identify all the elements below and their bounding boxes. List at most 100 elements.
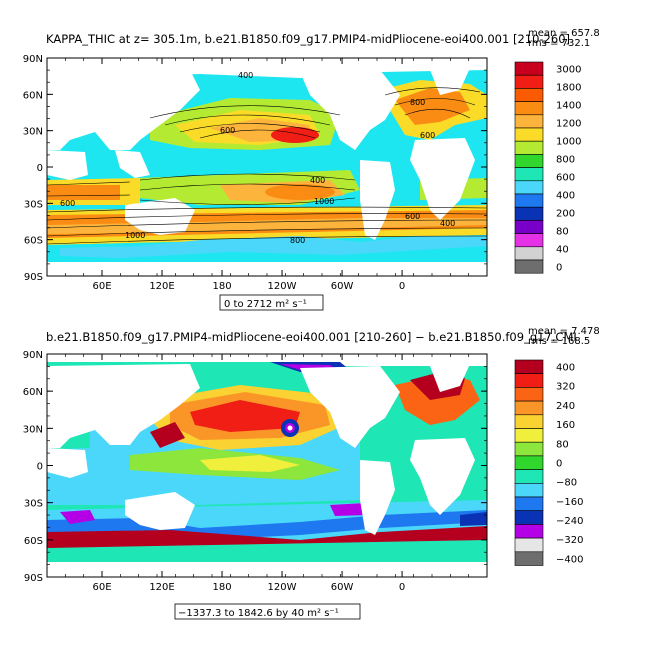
y-tick-label: 30S — [24, 499, 43, 510]
colorbar-label: −320 — [556, 535, 583, 546]
y-tick-label: 0 — [37, 462, 43, 473]
panel-1: KAPPA_THIC at z= 305.1m, b.e21.B1850.f09… — [23, 28, 600, 311]
colorbar-swatch — [514, 114, 544, 129]
x-tick-label: 60E — [92, 582, 111, 593]
colorbar-label: 80 — [556, 439, 569, 450]
panel-2: b.e21.B1850.f09_g17.PMIP4-midPliocene-eo… — [23, 326, 600, 620]
contour-label: 600 — [60, 199, 75, 208]
colorbar-swatch — [514, 537, 544, 553]
y-tick-label: 30N — [23, 127, 43, 138]
panel-1-range-label: 0 to 2712 m² s⁻¹ — [224, 299, 307, 310]
colorbar-swatch — [514, 441, 544, 457]
panel-1-contours — [47, 87, 487, 245]
colorbar-label: 1800 — [556, 82, 581, 93]
panel-1-axes: 60E 120E 180 120W 60W 0 90N 60N 30N 0 30S 60S 90S — [23, 54, 488, 292]
contour-label: 600 — [405, 212, 420, 221]
y-tick-label: 60N — [23, 90, 43, 101]
panel-1-map — [47, 58, 487, 276]
colorbar-swatch — [514, 259, 544, 274]
panel-2-map — [47, 354, 487, 577]
colorbar-swatch — [514, 140, 544, 155]
y-tick-label: 60S — [24, 536, 43, 547]
colorbar-swatch — [514, 88, 544, 102]
colorbar-swatch — [514, 482, 544, 498]
colorbar-swatch — [514, 167, 544, 182]
colorbar-label: 0 — [556, 458, 562, 469]
contour-label: 1000 — [314, 197, 334, 206]
x-tick-label: 120W — [268, 582, 297, 593]
colorbar-label: 200 — [556, 208, 575, 219]
colorbar-label: 1400 — [556, 100, 581, 111]
colorbar-swatch — [514, 551, 544, 566]
panel-1-contour-labels: 400 600 800 600 400 1000 600 1000 800 60… — [60, 71, 455, 245]
x-tick-label: 0 — [399, 281, 405, 292]
x-tick-label: 120E — [149, 281, 174, 292]
colorbar-label: 0 — [556, 262, 562, 273]
colorbar-swatch — [514, 127, 544, 142]
colorbar-label: −160 — [556, 497, 583, 508]
contour-label: 1000 — [125, 231, 145, 240]
x-tick-label: 180 — [212, 281, 231, 292]
panel-1-mean: mean = 657.8 — [528, 28, 600, 39]
colorbar-swatch — [514, 359, 544, 374]
colorbar-swatch — [514, 400, 544, 416]
contour-label: 800 — [410, 98, 425, 107]
colorbar-label: −400 — [556, 554, 583, 565]
panel-2-mean: mean = 7.478 — [528, 326, 600, 337]
contour-label: 400 — [440, 219, 455, 228]
colorbar-swatch — [514, 206, 544, 221]
y-tick-label: 60S — [24, 236, 43, 247]
contour-label: 400 — [310, 176, 325, 185]
y-tick-label: 90N — [23, 350, 43, 361]
colorbar-label: 1000 — [556, 136, 581, 147]
colorbar-label: −240 — [556, 516, 583, 527]
x-tick-label: 120W — [268, 281, 297, 292]
panel-2-title: b.e21.B1850.f09_g17.PMIP4-midPliocene-eo… — [46, 330, 577, 344]
panel-1-rms: rms = 732.1 — [528, 38, 590, 49]
x-tick-label: 60E — [92, 281, 111, 292]
contour-label: 400 — [238, 71, 253, 80]
colorbar-label: 320 — [556, 382, 575, 393]
x-tick-label: 180 — [212, 582, 231, 593]
panel-2-rms: rms = 168.5 — [528, 336, 590, 347]
colorbar-swatch — [514, 428, 544, 443]
colorbar-swatch — [514, 246, 544, 261]
y-tick-label: 60N — [23, 387, 43, 398]
colorbar-label: 400 — [556, 363, 575, 374]
y-tick-label: 90N — [23, 54, 43, 65]
y-tick-label: 90S — [24, 573, 43, 584]
colorbar-swatch — [514, 61, 544, 76]
panel-2-colorbar: 400 320 240 160 80 0 −80 −160 −240 −320 −400 — [514, 359, 583, 566]
contour-label: 600 — [220, 126, 235, 135]
colorbar-swatch — [514, 414, 544, 429]
colorbar-swatch — [514, 154, 544, 168]
colorbar-label: 800 — [556, 154, 575, 165]
contour-label: 800 — [290, 236, 305, 245]
contour-label: 600 — [420, 131, 435, 140]
colorbar-swatch — [514, 496, 544, 511]
colorbar-label: 80 — [556, 226, 569, 237]
colorbar-swatch — [514, 74, 544, 89]
colorbar-swatch — [514, 387, 544, 402]
colorbar-swatch — [514, 524, 544, 539]
colorbar-label: −80 — [556, 478, 577, 489]
panel-1-title: KAPPA_THIC at z= 305.1m, b.e21.B1850.f09… — [46, 32, 570, 46]
colorbar-label: 40 — [556, 244, 569, 255]
y-tick-label: 30N — [23, 424, 43, 435]
colorbar-swatch — [514, 510, 544, 525]
panel-1-range-box: 0 to 2712 m² s⁻¹ — [219, 294, 324, 311]
x-tick-label: 60W — [331, 281, 354, 292]
x-tick-label: 120E — [149, 582, 174, 593]
y-tick-label: 30S — [24, 199, 43, 210]
colorbar-label: 160 — [556, 420, 575, 431]
colorbar-label: 600 — [556, 172, 575, 183]
colorbar-label: 3000 — [556, 64, 581, 75]
panel-2-range-box: −1337.3 to 1842.6 by 40 m² s⁻¹ — [174, 603, 361, 620]
colorbar-swatch — [514, 220, 544, 234]
colorbar-swatch — [514, 455, 544, 470]
y-tick-label: 90S — [24, 272, 43, 283]
colorbar-swatch — [514, 180, 544, 195]
colorbar-swatch — [514, 233, 544, 248]
